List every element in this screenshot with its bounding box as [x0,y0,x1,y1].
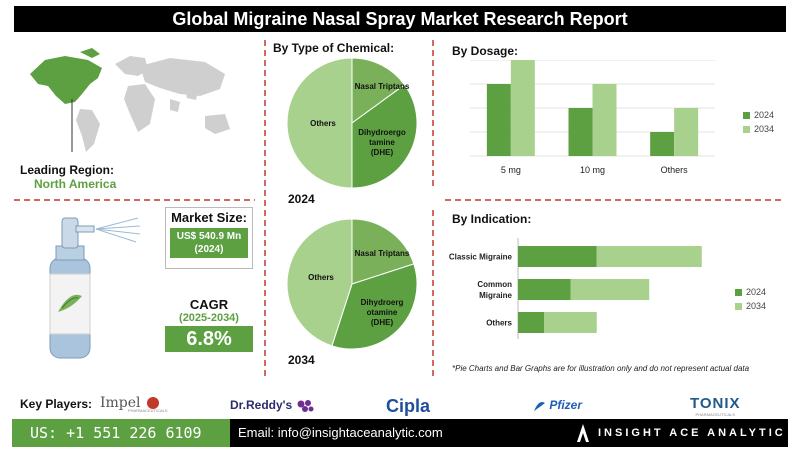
dosage-legend-2024: 2024 [743,108,774,122]
page-title: Global Migraine Nasal Spray Market Resea… [14,6,786,32]
indication-bar-2034 [596,246,702,267]
drreddys-logo: Dr.Reddy's [230,398,314,413]
pie-slice-nasal-triptans [351,218,415,285]
dosage-category-label: Others [661,165,689,175]
pie-label: Nasal Triptans [355,249,410,258]
chemical-section-title: By Type of Chemical: [273,41,395,55]
world-map [30,48,230,152]
dosage-category-label: 10 mg [580,165,605,175]
indication-category-label: Classic Migraine [449,253,513,262]
cagr-period: (2025-2034) [179,312,239,324]
pie-label: Others [308,273,334,282]
indication-section-title: By Indication: [452,212,532,226]
pie-label: Dihydroergo [358,128,406,137]
leading-region-value: North America [34,177,117,191]
footer-phone[interactable]: US: +1 551 226 6109 [12,419,230,447]
cagr-value: 6.8% [165,326,253,352]
pie-2024-year: 2024 [288,192,315,206]
indication-legend-2024: 2024 [735,285,766,299]
indication-bar-2034 [544,312,597,333]
pie-label: tamine [369,138,395,147]
dosage-bar-2024 [486,84,511,156]
cipla-logo: Cipla [386,396,431,416]
dosage-category-label: 5 mg [501,165,521,175]
pie-slice-nasal-triptans [351,57,406,124]
spray-bottle-icon [49,217,141,359]
dosage-bar-2024 [650,132,675,156]
market-size-card: Market Size: US$ 540.9 Mn (2024) [165,207,253,269]
indication-legend-2034: 2034 [735,299,766,313]
leading-region-label: Leading Region: [20,163,114,177]
market-size-value: US$ 540.9 Mn (2024) [170,228,248,258]
north-america-shape [30,56,102,104]
tonix-logo: TONIX PHARMACEUTICALS [690,395,741,417]
key-players-label: Key Players: [20,397,93,411]
disclaimer-note: *Pie Charts and Bar Graphs are for illus… [452,364,750,373]
indication-category-label: Migraine [479,291,512,300]
impel-logo: Impel PHARMACEUTICALS [100,395,168,413]
dosage-bar-2024 [568,108,593,156]
footer-bar: Email: info@insightaceanalytic.com INSIG… [230,419,788,447]
pie-2034-year: 2034 [288,353,315,367]
cagr-label: CAGR [189,297,229,312]
dosage-bar-2034 [592,84,617,156]
indication-category-label: Others [486,319,512,328]
pfizer-logo: Pfizer [532,398,582,413]
dosage-section-title: By Dosage: [452,44,519,58]
indication-bar-2024 [518,312,545,333]
pie-slice-dihydroergotamine-dhe- [351,84,418,189]
pie-label: (DHE) [371,148,394,157]
pie-label: (DHE) [371,318,394,327]
footer-email[interactable]: Email: info@insightaceanalytic.com [238,425,443,440]
pie-label: Nasal Triptans [355,82,410,91]
indication-bar-2034 [570,279,650,300]
market-size-value-line2: (2024) [194,244,224,255]
dosage-legend: 2024 2034 [743,108,774,136]
pie-label: Dihydroerg [361,298,404,307]
pie-slice-others [286,57,353,189]
pie-slice-others [286,218,353,347]
cagr-card: CAGR (2025-2034) 6.8% [165,297,253,352]
brand-logo-icon [577,424,589,442]
pie-label: Others [310,119,336,128]
indication-bar-chart: Classic Migraine Common Migraine Others [449,238,702,339]
pie-label: otamine [367,308,398,317]
indication-bar-2024 [518,279,571,300]
dosage-legend-2034: 2034 [743,122,774,136]
indication-bar-2024 [518,246,597,267]
dosage-bar-chart: 5 mg 10 mg Others [470,60,715,175]
indication-category-label: Common [477,280,512,289]
market-size-value-line1: US$ 540.9 Mn [176,231,242,242]
dosage-bar-2034 [674,108,699,156]
pie-slice-dihydroergotamine-dhe- [331,263,418,350]
indication-legend: 2024 2034 [735,285,766,313]
footer-brand: INSIGHT ACE ANALYTIC [598,427,786,439]
dosage-bar-2034 [510,60,535,156]
market-size-label: Market Size: [171,210,247,225]
